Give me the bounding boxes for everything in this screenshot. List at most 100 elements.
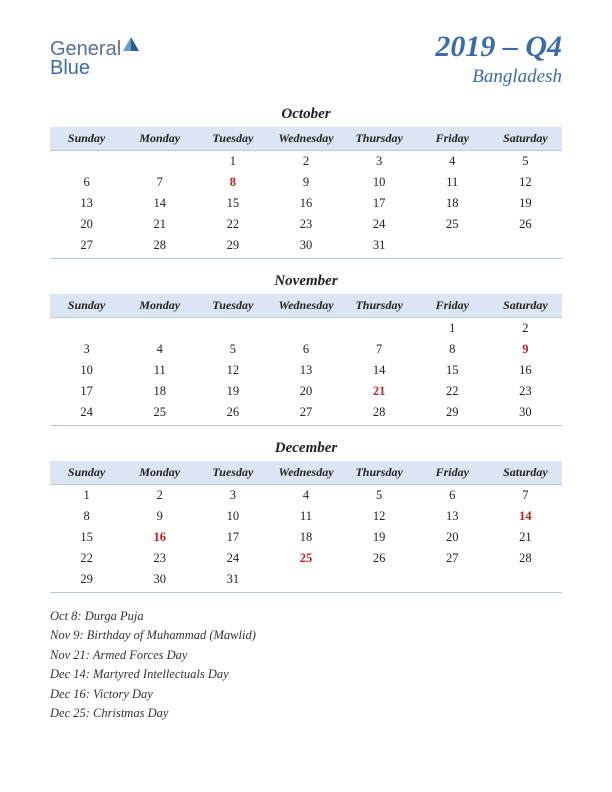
calendar-cell: 11 [416,172,489,193]
calendars-container: OctoberSundayMondayTuesdayWednesdayThurs… [50,106,562,593]
calendar-cell: 2 [269,151,342,173]
calendar-cell: 28 [123,235,196,259]
calendar-row: 3456789 [50,339,562,360]
calendar-cell: 1 [50,485,123,507]
calendar-cell: 17 [50,381,123,402]
calendar-cell: 16 [489,360,562,381]
day-header: Saturday [489,127,562,151]
calendar-cell: 4 [269,485,342,507]
calendar-cell: 10 [50,360,123,381]
day-header: Saturday [489,461,562,485]
calendar-cell: 27 [269,402,342,426]
calendar-cell [269,318,342,340]
calendar-cell: 6 [269,339,342,360]
calendar-cell: 19 [489,193,562,214]
calendar-row: 20212223242526 [50,214,562,235]
calendar-cell: 14 [489,506,562,527]
calendar-cell [416,235,489,259]
day-header: Thursday [343,294,416,318]
calendar-cell: 13 [416,506,489,527]
calendar-cell: 3 [343,151,416,173]
calendar-cell: 10 [196,506,269,527]
calendar-cell: 15 [50,527,123,548]
calendar-cell: 8 [416,339,489,360]
calendar-cell: 22 [196,214,269,235]
calendar-cell: 15 [196,193,269,214]
calendar-cell [50,151,123,173]
calendar-cell [343,318,416,340]
holiday-line: Dec 25: Christmas Day [50,704,562,723]
calendar-row: 12 [50,318,562,340]
calendar-row: 12345 [50,151,562,173]
calendar-cell: 19 [196,381,269,402]
calendar-cell: 21 [343,381,416,402]
calendar-cell: 28 [489,548,562,569]
day-header: Friday [416,294,489,318]
calendar-table: SundayMondayTuesdayWednesdayThursdayFrid… [50,461,562,593]
calendar-cell: 11 [269,506,342,527]
day-header: Tuesday [196,461,269,485]
day-header: Tuesday [196,127,269,151]
calendar-cell: 20 [269,381,342,402]
calendar-cell: 20 [416,527,489,548]
header: GeneralBlue 2019 – Q4 Bangladesh [50,30,562,88]
holiday-line: Oct 8: Durga Puja [50,607,562,626]
calendar-cell: 22 [416,381,489,402]
calendar-cell: 31 [196,569,269,593]
title-block: 2019 – Q4 Bangladesh [435,30,562,88]
calendar-row: 1234567 [50,485,562,507]
month-name: December [50,440,562,457]
month-name: October [50,106,562,123]
calendar-cell: 9 [489,339,562,360]
day-header: Wednesday [269,294,342,318]
day-header: Wednesday [269,461,342,485]
calendar-cell: 1 [196,151,269,173]
calendar-cell: 8 [196,172,269,193]
calendar-cell: 5 [196,339,269,360]
day-header: Monday [123,294,196,318]
calendar-cell [269,569,342,593]
calendar-cell: 12 [196,360,269,381]
day-header: Thursday [343,461,416,485]
calendar-cell: 17 [343,193,416,214]
calendar-cell: 25 [416,214,489,235]
calendar-cell: 26 [343,548,416,569]
month-block-november: NovemberSundayMondayTuesdayWednesdayThur… [50,273,562,426]
calendar-cell: 7 [123,172,196,193]
calendar-row: 891011121314 [50,506,562,527]
holiday-line: Nov 21: Armed Forces Day [50,646,562,665]
calendar-cell: 10 [343,172,416,193]
calendar-cell: 19 [343,527,416,548]
day-header: Wednesday [269,127,342,151]
calendar-cell: 30 [123,569,196,593]
logo: GeneralBlue [50,38,139,80]
holiday-line: Dec 16: Victory Day [50,685,562,704]
calendar-cell [489,569,562,593]
calendar-cell: 24 [50,402,123,426]
calendar-cell: 27 [50,235,123,259]
calendar-cell: 7 [343,339,416,360]
calendar-cell: 14 [123,193,196,214]
day-header: Friday [416,127,489,151]
calendar-cell: 9 [123,506,196,527]
calendar-cell: 30 [489,402,562,426]
logo-triangle-icon [123,34,139,57]
calendar-row: 24252627282930 [50,402,562,426]
calendar-cell: 21 [489,527,562,548]
calendar-cell [416,569,489,593]
calendar-cell [196,318,269,340]
calendar-cell: 17 [196,527,269,548]
holiday-line: Nov 9: Birthday of Muhammad (Mawlid) [50,626,562,645]
month-name: November [50,273,562,290]
calendar-cell: 28 [343,402,416,426]
calendar-row: 293031 [50,569,562,593]
calendar-cell: 29 [50,569,123,593]
calendar-cell: 13 [269,360,342,381]
calendar-cell [489,235,562,259]
month-block-october: OctoberSundayMondayTuesdayWednesdayThurs… [50,106,562,259]
calendar-cell: 18 [123,381,196,402]
day-header: Sunday [50,294,123,318]
calendar-cell [123,151,196,173]
calendar-cell: 9 [269,172,342,193]
day-header: Saturday [489,294,562,318]
